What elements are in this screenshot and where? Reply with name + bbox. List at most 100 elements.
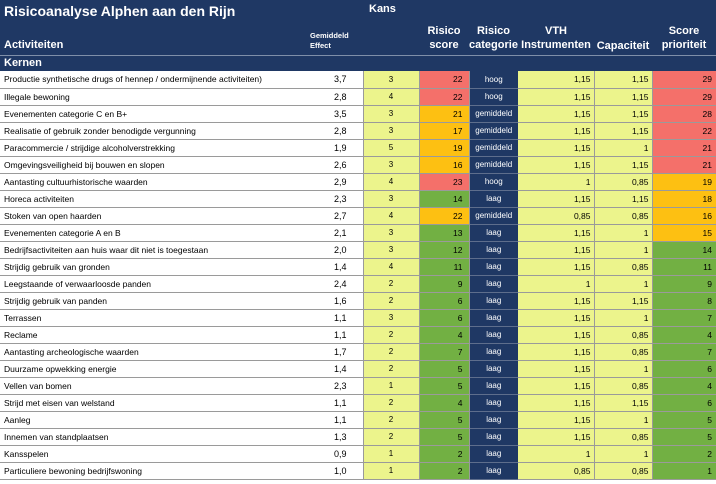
gemiddeld-effect-cell[interactable]: 1,1 xyxy=(308,309,363,327)
table-row[interactable]: Productie synthetische drugs of hennep /… xyxy=(0,71,716,89)
risico-categorie-cell[interactable]: laag xyxy=(469,360,518,378)
risico-score-cell[interactable]: 4 xyxy=(419,394,470,412)
risico-categorie-cell[interactable]: laag xyxy=(469,462,518,480)
score-prioriteit-cell[interactable]: 1 xyxy=(652,462,716,480)
gemiddeld-effect-cell[interactable]: 1,9 xyxy=(308,139,363,157)
risico-score-cell[interactable]: 5 xyxy=(419,360,470,378)
risico-score-cell[interactable]: 2 xyxy=(419,462,470,480)
capaciteit-cell[interactable]: 1,15 xyxy=(594,394,653,412)
activity-name-cell[interactable]: Bedrijfsactiviteiten aan huis waar dit n… xyxy=(0,241,308,259)
vth-instrumenten-cell[interactable]: 1,15 xyxy=(518,411,595,429)
vth-instrumenten-cell[interactable]: 1,15 xyxy=(518,377,595,395)
vth-instrumenten-cell[interactable]: 1,15 xyxy=(518,343,595,361)
risico-categorie-cell[interactable]: gemiddeld xyxy=(469,139,518,157)
table-row[interactable]: Kansspelen 0,9 1 2 laag 1 1 2 xyxy=(0,445,716,463)
gemiddeld-effect-cell[interactable]: 1,6 xyxy=(308,292,363,310)
activity-name-cell[interactable]: Aantasting cultuurhistorische waarden xyxy=(0,173,308,191)
capaciteit-cell[interactable]: 0,85 xyxy=(594,258,653,276)
risico-categorie-cell[interactable]: gemiddeld xyxy=(469,105,518,123)
gemiddeld-effect-cell[interactable]: 2,9 xyxy=(308,173,363,191)
capaciteit-cell[interactable]: 1 xyxy=(594,445,653,463)
table-row[interactable]: Aantasting archeologische waarden 1,7 2 7 la… xyxy=(0,343,716,361)
kans-cell[interactable]: 3 xyxy=(362,122,420,140)
kans-cell[interactable]: 5 xyxy=(362,139,420,157)
capaciteit-cell[interactable]: 0,85 xyxy=(594,428,653,446)
risico-score-cell[interactable]: 21 xyxy=(419,105,470,123)
gemiddeld-effect-cell[interactable]: 2,6 xyxy=(308,156,363,174)
gemiddeld-effect-cell[interactable]: 1,7 xyxy=(308,343,363,361)
capaciteit-cell[interactable]: 0,85 xyxy=(594,462,653,480)
risico-score-cell[interactable]: 7 xyxy=(419,343,470,361)
activity-name-cell[interactable]: Productie synthetische drugs of hennep /… xyxy=(0,71,308,89)
activity-name-cell[interactable]: Illegale bewoning xyxy=(0,88,308,106)
risico-categorie-cell[interactable]: laag xyxy=(469,258,518,276)
vth-instrumenten-header[interactable]: VTH Instrumenten xyxy=(518,0,594,55)
activity-name-cell[interactable]: Strijdig gebruik van panden xyxy=(0,292,308,310)
risico-categorie-cell[interactable]: laag xyxy=(469,224,518,242)
activity-name-cell[interactable]: Omgevingsveiligheid bij bouwen en slopen xyxy=(0,156,308,174)
score-prioriteit-cell[interactable]: 2 xyxy=(652,445,716,463)
risico-categorie-cell[interactable]: laag xyxy=(469,394,518,412)
risico-score-cell[interactable]: 5 xyxy=(419,411,470,429)
gemiddeld-effect-cell[interactable]: 1,3 xyxy=(308,428,363,446)
gemiddeld-effect-cell[interactable]: 2,1 xyxy=(308,224,363,242)
kans-cell[interactable]: 4 xyxy=(362,173,420,191)
capaciteit-cell[interactable]: 1,15 xyxy=(594,122,653,140)
risico-score-cell[interactable]: 22 xyxy=(419,88,470,106)
vth-instrumenten-cell[interactable]: 1,15 xyxy=(518,258,595,276)
risico-categorie-cell[interactable]: hoog xyxy=(469,88,518,106)
score-prioriteit-cell[interactable]: 4 xyxy=(652,326,716,344)
score-prioriteit-cell[interactable]: 21 xyxy=(652,139,716,157)
capaciteit-cell[interactable]: 0,85 xyxy=(594,377,653,395)
vth-instrumenten-cell[interactable]: 1,15 xyxy=(518,326,595,344)
capaciteit-cell[interactable]: 1,15 xyxy=(594,71,653,89)
score-prioriteit-cell[interactable]: 5 xyxy=(652,411,716,429)
risico-categorie-cell[interactable]: laag xyxy=(469,326,518,344)
risico-score-cell[interactable]: 2 xyxy=(419,445,470,463)
table-row[interactable]: Vellen van bomen 2,3 1 5 laag 1,15 0,85 4 xyxy=(0,377,716,395)
vth-instrumenten-cell[interactable]: 1,15 xyxy=(518,360,595,378)
activity-name-cell[interactable]: Horeca activiteiten xyxy=(0,190,308,208)
activity-name-cell[interactable]: Strijdig gebruik van gronden xyxy=(0,258,308,276)
vth-instrumenten-cell[interactable]: 1,15 xyxy=(518,190,595,208)
risico-score-cell[interactable]: 12 xyxy=(419,241,470,259)
activity-name-cell[interactable]: Duurzame opwekking energie xyxy=(0,360,308,378)
vth-instrumenten-cell[interactable]: 1,15 xyxy=(518,309,595,327)
vth-instrumenten-cell[interactable]: 1 xyxy=(518,173,595,191)
risico-score-cell[interactable]: 16 xyxy=(419,156,470,174)
score-prioriteit-cell[interactable]: 19 xyxy=(652,173,716,191)
capaciteit-cell[interactable]: 0,85 xyxy=(594,173,653,191)
risico-categorie-cell[interactable]: laag xyxy=(469,411,518,429)
kans-cell[interactable]: 2 xyxy=(362,360,420,378)
risico-categorie-cell[interactable]: gemiddeld xyxy=(469,156,518,174)
risico-score-cell[interactable]: 11 xyxy=(419,258,470,276)
table-row[interactable]: Omgevingsveiligheid bij bouwen en slopen… xyxy=(0,156,716,174)
risico-score-cell[interactable]: 23 xyxy=(419,173,470,191)
activity-name-cell[interactable]: Realisatie of gebruik zonder benodigde v… xyxy=(0,122,308,140)
vth-instrumenten-cell[interactable]: 0,85 xyxy=(518,462,595,480)
gemiddeld-effect-cell[interactable]: 0,9 xyxy=(308,445,363,463)
activity-name-cell[interactable]: Kansspelen xyxy=(0,445,308,463)
activity-name-cell[interactable]: Terrassen xyxy=(0,309,308,327)
activity-name-cell[interactable]: Reclame xyxy=(0,326,308,344)
risico-categorie-cell[interactable]: gemiddeld xyxy=(469,122,518,140)
capaciteit-cell[interactable]: 1 xyxy=(594,139,653,157)
vth-instrumenten-cell[interactable]: 1,15 xyxy=(518,156,595,174)
capaciteit-cell[interactable]: 1 xyxy=(594,224,653,242)
risico-categorie-cell[interactable]: laag xyxy=(469,275,518,293)
table-row[interactable]: Leegstaande of verwaarloosde panden 2,4 2 9… xyxy=(0,275,716,293)
vth-instrumenten-cell[interactable]: 1 xyxy=(518,445,595,463)
vth-instrumenten-cell[interactable]: 1,15 xyxy=(518,122,595,140)
capaciteit-cell[interactable]: 0,85 xyxy=(594,326,653,344)
table-row[interactable]: Horeca activiteiten 2,3 3 14 laag 1,15 1,15 18 xyxy=(0,190,716,208)
table-row[interactable]: Paracommercie / strijdige alcoholverstre… xyxy=(0,139,716,157)
risico-categorie-cell[interactable]: laag xyxy=(469,428,518,446)
risico-score-cell[interactable]: 14 xyxy=(419,190,470,208)
capaciteit-cell[interactable]: 1,15 xyxy=(594,156,653,174)
risico-score-cell[interactable]: 22 xyxy=(419,71,470,89)
table-row[interactable]: Reclame 1,1 2 4 laag 1,15 0,85 4 xyxy=(0,326,716,344)
table-row[interactable]: Particuliere bewoning bedrijfswoning 1,0 1… xyxy=(0,462,716,480)
activity-name-cell[interactable]: Aanleg xyxy=(0,411,308,429)
risico-score-cell[interactable]: 5 xyxy=(419,428,470,446)
kans-cell[interactable]: 4 xyxy=(362,88,420,106)
